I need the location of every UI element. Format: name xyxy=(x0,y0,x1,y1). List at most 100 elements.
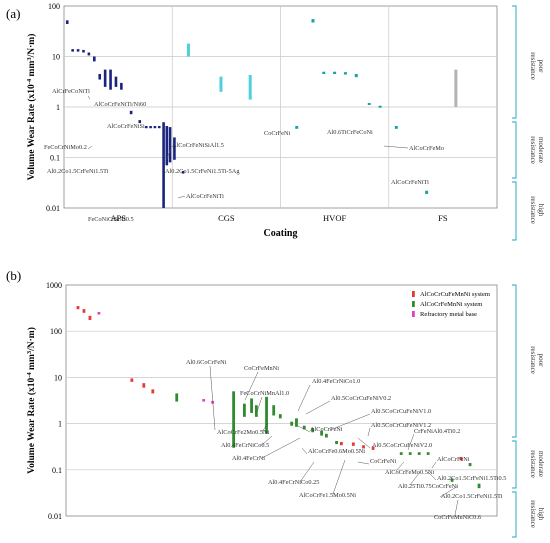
bar-a-cgs-22 xyxy=(186,43,190,57)
bar-a-hvof-33 xyxy=(394,126,398,129)
y-tick-b: 1 xyxy=(58,420,62,429)
annotation-leader-b xyxy=(427,471,437,481)
bar-b-g-32 xyxy=(477,483,481,489)
annotation-leader-b xyxy=(305,400,331,415)
bar-a-aps-19 xyxy=(168,127,172,163)
resistance-a-bracket-0 xyxy=(512,5,517,119)
bar-b-g-23 xyxy=(320,430,324,436)
annotation-b: CoCrFeMnNiC0.6 xyxy=(434,514,481,521)
bar-a-fs-35 xyxy=(454,69,458,107)
annotation-leader-b xyxy=(357,437,371,449)
x-axis-label-a: Coating xyxy=(264,228,298,239)
bar-a-hvof-27 xyxy=(322,71,326,75)
bar-a-aps-20 xyxy=(173,137,176,160)
bar-a-hvof-34 xyxy=(425,190,429,194)
bar-b-r-0 xyxy=(76,306,80,310)
annotation-leader-b xyxy=(261,437,301,459)
annotation-b: Al0.5CoCrCuFeNiV1.2 xyxy=(371,422,431,429)
moderate-resistance-b: moderate xyxy=(537,451,545,477)
annotation-a: FeCoNiCrSiAl0.5 xyxy=(88,216,134,223)
bar-a-aps-9 xyxy=(114,76,118,87)
annotation-b: FeCoCrNiMnAl1.0 xyxy=(240,390,289,397)
annotation-a: AlCoCrFeNiTi xyxy=(186,193,224,200)
annotation-a: AlCoCrFeMo xyxy=(409,145,444,152)
annotation-a: Al0.2Co1.5CrFeNi1.5Ti xyxy=(47,168,109,175)
legend-swatch-1 xyxy=(412,301,415,307)
annotation-b: AlCoCrFe0.6Mo0.5Ni xyxy=(308,448,365,455)
high-resistance-a-2: resistance xyxy=(529,196,537,224)
annotation-leader-b xyxy=(261,435,273,446)
y-tick-b: 1000 xyxy=(46,281,62,290)
bar-a-cgs-24 xyxy=(248,75,252,100)
annotation-b: Al0.4FeCrNi xyxy=(232,455,265,462)
bar-b-g-11 xyxy=(175,393,179,402)
resistance-a-bracket-1 xyxy=(512,121,517,179)
panel-label-b: (b) xyxy=(6,268,21,283)
annotation-b: Al0.4FeCrNiCo0.5 xyxy=(221,442,269,449)
annotation-a: AlCoCrFeNiTi/Ni60 xyxy=(94,101,146,108)
annotation-leader-b xyxy=(244,371,259,401)
annotation-a: Al0.2Co1.5CrFeNi1.5Ti-5Ag xyxy=(165,168,240,175)
bar-a-aps-5 xyxy=(93,56,96,62)
annotation-leader-b xyxy=(261,422,269,433)
bar-a-hvof-29 xyxy=(343,72,347,75)
y-axis-label-b: Volume Wear Rate (x10-4 mm3/N·m) xyxy=(26,327,38,474)
bar-a-aps-4 xyxy=(87,52,91,56)
y-tick-a: 10 xyxy=(52,53,60,62)
legend-label-0: AlCoCrCuFeMnNi system xyxy=(420,291,490,298)
annotation-b: Al0.4FeCrNiCo1.0 xyxy=(312,378,360,385)
bar-b-r-10 xyxy=(459,456,463,461)
bar-b-m-33 xyxy=(97,312,101,315)
poor-resistance-a: poor xyxy=(537,60,545,74)
bar-b-r-5 xyxy=(151,389,155,394)
bar-a-aps-11 xyxy=(129,110,133,115)
annotation-leader-a xyxy=(165,148,172,161)
annotation-leader-b xyxy=(256,396,263,413)
annotation-leader-b xyxy=(367,427,371,437)
bar-a-aps-2 xyxy=(76,49,80,52)
bar-b-g-27 xyxy=(408,452,412,455)
resistance-b-bracket-1 xyxy=(512,440,517,489)
x-category-hvof: HVOF xyxy=(323,213,346,223)
bar-b-g-22 xyxy=(311,428,315,433)
legend-label-1: AlCoCrFeMnNi system xyxy=(420,301,482,308)
bar-b-g-18 xyxy=(278,414,282,419)
bar-b-r-2 xyxy=(88,315,92,320)
annotation-b: Al0.25Ti0.75CoCrFeNi xyxy=(398,483,458,490)
bar-b-g-25 xyxy=(335,441,338,445)
poor-resistance-a-2: resistance xyxy=(529,52,537,80)
bar-a-hvof-31 xyxy=(367,103,371,106)
bar-b-r-1 xyxy=(82,309,86,313)
annotation-b: CrFeNiAl0.4Ti0.2 xyxy=(414,428,460,435)
resistance-b-bracket-0 xyxy=(512,284,517,438)
high-resistance-a: high xyxy=(537,204,545,217)
legend-label-2: Refractory metal base xyxy=(420,311,477,318)
y-tick-a: 1 xyxy=(56,103,60,112)
y-tick-b: 0.01 xyxy=(48,512,62,521)
annotation-leader-b xyxy=(454,499,459,516)
y-tick-a: 0.01 xyxy=(46,204,60,213)
bar-b-g-26 xyxy=(399,452,403,455)
high-resistance-b-2: resistance xyxy=(529,500,537,528)
bar-a-aps-12 xyxy=(138,120,142,124)
bar-b-r-4 xyxy=(142,383,146,388)
annotation-a: Al0.6TiCrFeCoNi xyxy=(327,129,373,136)
bar-b-g-31 xyxy=(468,463,472,467)
annotation-leader-a xyxy=(87,145,93,150)
annotation-leader-a xyxy=(177,195,186,199)
bar-b-g-28 xyxy=(417,452,421,455)
bar-b-m-34 xyxy=(202,399,206,402)
bar-a-aps-7 xyxy=(103,69,107,87)
bar-b-g-17 xyxy=(272,405,276,416)
annotation-b: Al0.4FeCrNiCo0.25 xyxy=(268,479,319,486)
bar-a-aps-6 xyxy=(98,74,102,80)
bar-b-g-20 xyxy=(295,418,298,427)
annotation-b: AlCoCrFe2Mo0.5Ni xyxy=(217,429,270,436)
y-tick-a: 100 xyxy=(48,2,60,11)
legend-swatch-0 xyxy=(412,291,415,297)
annotation-b: Al0.5CoCrCuFeNiV2.0 xyxy=(372,442,432,449)
resistance-a-bracket-2 xyxy=(512,181,517,241)
annotation-leader-b xyxy=(301,447,308,455)
annotation-leader-b xyxy=(409,471,421,486)
